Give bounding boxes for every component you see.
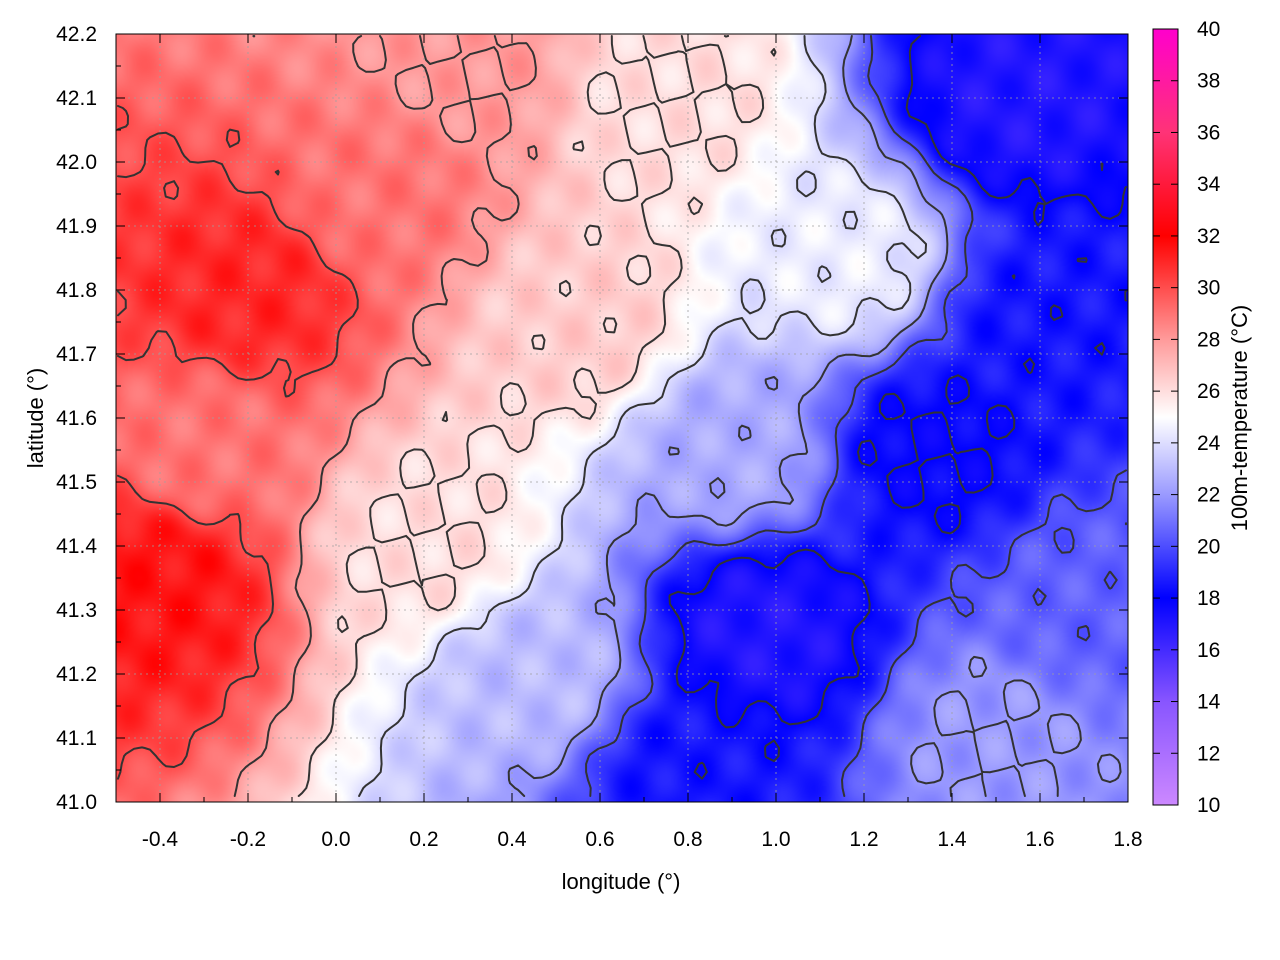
colorbar-tick-label: 30 — [1197, 277, 1220, 300]
y-tick-label: 41.1 — [56, 727, 97, 750]
x-tick-label: -0.2 — [230, 828, 266, 851]
y-tick-label: 41.5 — [56, 471, 97, 494]
contour-lines — [117, 35, 1127, 797]
colorbar-tick-label: 40 — [1197, 18, 1220, 41]
colorbar-tick-label: 22 — [1197, 484, 1220, 507]
y-tick-label: 42.0 — [56, 151, 97, 174]
x-tick-label: 1.0 — [761, 828, 790, 851]
colorbar-tick-label: 28 — [1197, 328, 1220, 351]
y-tick-label: 41.6 — [56, 407, 97, 430]
y-tick-label: 41.3 — [56, 599, 97, 622]
colorbar: 10 12 14 16 18 20 22 24 26 28 30 32 34 36 38 40 100m-te… — [1152, 18, 1252, 817]
x-tick-label: 1.2 — [849, 828, 878, 851]
x-tick-label: -0.4 — [142, 828, 179, 851]
colorbar-tick-label: 10 — [1197, 794, 1220, 817]
colorbar-tick-label: 20 — [1197, 535, 1220, 558]
colorbar-tick-label: 26 — [1197, 380, 1220, 403]
colorbar-tick-label: 18 — [1197, 587, 1220, 610]
x-tick-label: 1.4 — [937, 828, 967, 851]
y-tick-label: 41.0 — [56, 791, 97, 814]
colorbar-ticks: 10 12 14 16 18 20 22 24 26 28 30 32 34 36 38 40 — [1153, 18, 1221, 817]
y-tick-label: 41.4 — [56, 535, 97, 558]
contour-line — [668, 35, 1127, 780]
colorbar-tick-label: 12 — [1197, 742, 1220, 765]
colorbar-tick-label: 16 — [1197, 639, 1220, 662]
x-axis: -0.4 -0.2 0.0 0.2 0.4 0.6 0.8 1.0 1.2 1.4 1.6 1.8 — [115, 34, 1143, 851]
colorbar-gradient — [1152, 28, 1179, 806]
y-tick-label: 41.2 — [56, 663, 97, 686]
contour-line — [585, 35, 1127, 797]
colorbar-tick-label: 34 — [1197, 173, 1221, 196]
contour-line — [507, 35, 1122, 797]
x-tick-label: 1.6 — [1025, 828, 1054, 851]
x-tick-label: 0.8 — [673, 828, 702, 851]
x-tick-label: 0.4 — [497, 828, 527, 851]
contour-line — [233, 35, 538, 797]
colorbar-tick-label: 14 — [1197, 691, 1221, 714]
colorbar-tick-label: 24 — [1197, 432, 1221, 455]
contour-line — [117, 105, 359, 780]
colorbar-label: 100m-temperature (°C) — [1227, 305, 1252, 531]
x-axis-label: longitude (°) — [562, 869, 681, 894]
colorbar-tick-label: 38 — [1197, 70, 1220, 93]
colorbar-tick-label: 36 — [1197, 121, 1220, 144]
y-axis: 41.0 41.1 41.2 41.3 41.4 41.5 41.6 41.7 41.8 41.9… — [56, 23, 1128, 814]
contour-line — [358, 35, 927, 797]
y-tick-label: 42.1 — [56, 87, 97, 110]
y-tick-label: 42.2 — [56, 23, 97, 46]
x-tick-label: 0.0 — [321, 828, 350, 851]
contour-line — [297, 35, 777, 797]
y-tick-label: 41.9 — [56, 215, 97, 238]
y-axis-label: latitude (°) — [23, 368, 48, 469]
x-tick-label: 0.2 — [409, 828, 438, 851]
x-tick-label: 1.8 — [1113, 828, 1142, 851]
colorbar-tick-label: 32 — [1197, 225, 1220, 248]
y-tick-label: 41.7 — [56, 343, 97, 366]
x-tick-label: 0.6 — [585, 828, 614, 851]
y-tick-label: 41.8 — [56, 279, 97, 302]
